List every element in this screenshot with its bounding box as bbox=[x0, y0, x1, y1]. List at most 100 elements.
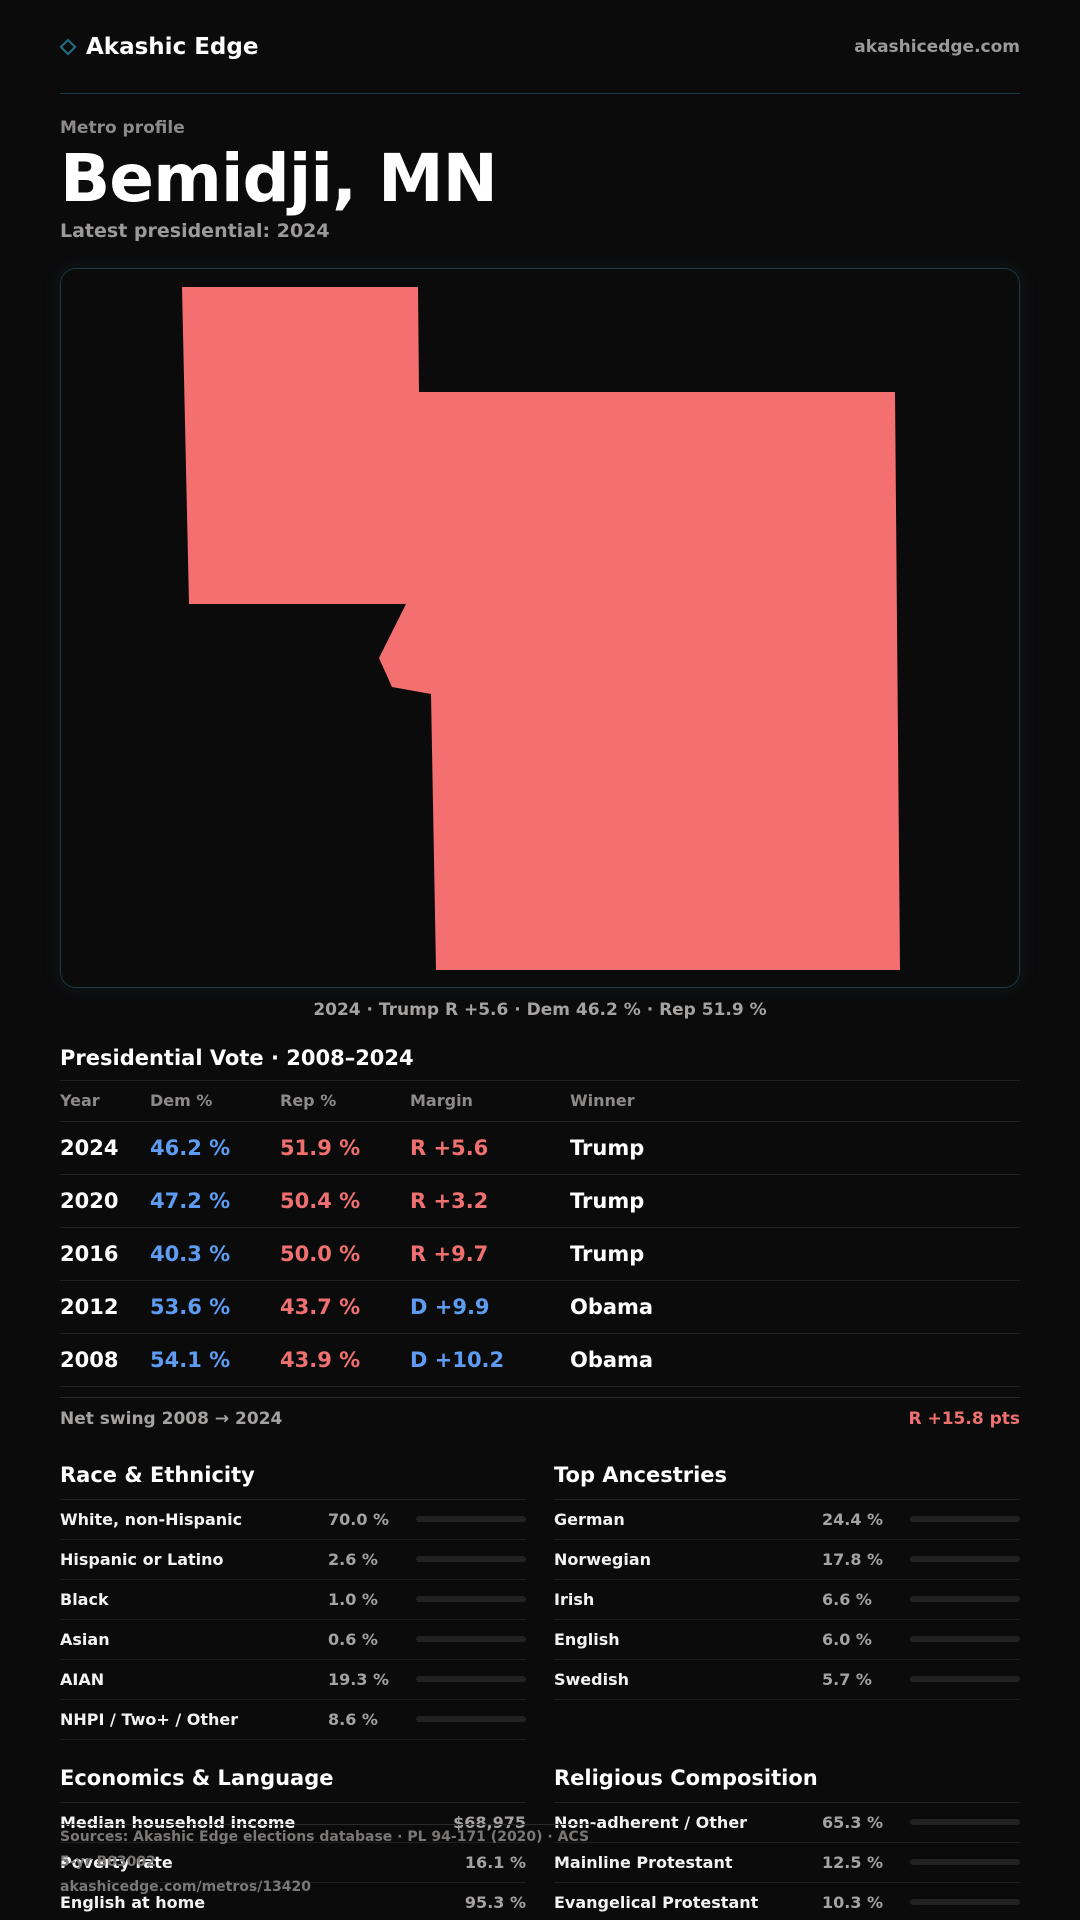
list-item: Swedish 5.7 % bbox=[554, 1660, 1020, 1700]
source-text: Sources: Akashic Edge elections database… bbox=[60, 1824, 594, 1875]
race-label: Hispanic or Latino bbox=[60, 1549, 224, 1569]
col-margin: Margin bbox=[410, 1081, 570, 1122]
list-item: Non-adherent / Other 65.3 % bbox=[554, 1803, 1020, 1843]
margin-cell: R +5.6 bbox=[410, 1121, 570, 1175]
net-swing-value: R +15.8 pts bbox=[908, 1409, 1020, 1429]
list-item: English at home 95.3 % bbox=[60, 1883, 526, 1920]
list-item: German 24.4 % bbox=[554, 1500, 1020, 1540]
religion-title: Religious Composition bbox=[554, 1766, 1020, 1803]
rep-cell: 43.9 % bbox=[280, 1333, 410, 1387]
list-item: Irish 6.6 % bbox=[554, 1580, 1020, 1620]
site-link[interactable]: akashicedge.com bbox=[854, 36, 1020, 57]
religion-label: Non-adherent / Other bbox=[554, 1812, 748, 1832]
race-value: 0.6 % bbox=[328, 1629, 378, 1649]
rep-cell: 50.0 % bbox=[280, 1227, 410, 1281]
share-bar bbox=[910, 1556, 1020, 1562]
margin-cell: D +10.2 bbox=[410, 1333, 570, 1387]
table-row: 2020 47.2 % 50.4 % R +3.2 Trump bbox=[60, 1174, 1020, 1228]
source-url[interactable]: akashicedge.com/metros/13420 bbox=[60, 1879, 312, 1895]
dem-cell: 54.1 % bbox=[150, 1333, 280, 1387]
table-row: 2024 46.2 % 51.9 % R +5.6 Trump bbox=[60, 1121, 1020, 1175]
race-label: NHPI / Two+ / Other bbox=[60, 1709, 239, 1729]
diamond-logo-icon bbox=[59, 38, 77, 55]
race-value: 19.3 % bbox=[328, 1669, 390, 1689]
brand-name: Akashic Edge bbox=[86, 33, 259, 60]
race-label: AIAN bbox=[60, 1669, 105, 1689]
ancestry-label: Swedish bbox=[554, 1669, 630, 1689]
race-label: Asian bbox=[60, 1629, 110, 1649]
page-kicker: Metro profile bbox=[60, 118, 185, 138]
economics-panel: Economics & Language Median household in… bbox=[60, 1766, 526, 1920]
metro-map bbox=[60, 268, 1020, 988]
net-swing-label: Net swing 2008 → 2024 bbox=[60, 1409, 283, 1429]
list-item: Black 1.0 % bbox=[60, 1580, 526, 1620]
list-item: Evangelical Protestant 10.3 % bbox=[554, 1883, 1020, 1920]
list-item: NHPI / Two+ / Other 8.6 % bbox=[60, 1700, 526, 1740]
race-ethnicity-panel: Race & Ethnicity White, non-Hispanic 70.0… bbox=[60, 1463, 526, 1740]
ancestry-title: Top Ancestries bbox=[554, 1463, 1020, 1500]
religion-panel: Religious Composition Non-adherent / Oth… bbox=[554, 1766, 1020, 1920]
col-dem: Dem % bbox=[150, 1081, 280, 1122]
presidential-vote-table: Year Dem % Rep % Margin Winner 2024 46.2… bbox=[60, 1081, 1020, 1387]
list-item: Norwegian 17.8 % bbox=[554, 1540, 1020, 1580]
share-bar bbox=[910, 1516, 1020, 1522]
ancestry-value: 6.0 % bbox=[822, 1629, 872, 1649]
ancestry-panel: Top Ancestries German 24.4 % Norwegian 17.… bbox=[554, 1463, 1020, 1740]
ancestry-label: German bbox=[554, 1509, 625, 1529]
margin-cell: R +9.7 bbox=[410, 1227, 570, 1281]
winner-cell: Trump bbox=[570, 1174, 1020, 1228]
page-subtitle: Latest presidential: 2024 bbox=[60, 220, 330, 242]
share-bar bbox=[416, 1716, 526, 1722]
col-rep: Rep % bbox=[280, 1081, 410, 1122]
list-item: Poverty rate 16.1 % bbox=[60, 1843, 526, 1883]
winner-cell: Trump bbox=[570, 1121, 1020, 1175]
ancestry-label: English bbox=[554, 1629, 620, 1649]
share-bar bbox=[416, 1596, 526, 1602]
economics-label: English at home bbox=[60, 1892, 206, 1912]
share-bar bbox=[910, 1676, 1020, 1682]
economics-value: 16.1 % bbox=[464, 1852, 526, 1872]
margin-cell: D +9.9 bbox=[410, 1280, 570, 1334]
col-year: Year bbox=[60, 1081, 150, 1122]
share-bar bbox=[910, 1596, 1020, 1602]
race-value: 1.0 % bbox=[328, 1589, 378, 1609]
dem-cell: 47.2 % bbox=[150, 1174, 280, 1228]
ancestry-value: 24.4 % bbox=[822, 1509, 884, 1529]
year-cell: 2016 bbox=[60, 1227, 150, 1281]
religion-value: 65.3 % bbox=[822, 1812, 884, 1832]
page-title: Bemidji, MN bbox=[60, 140, 498, 217]
race-value: 2.6 % bbox=[328, 1549, 378, 1569]
rep-cell: 51.9 % bbox=[280, 1121, 410, 1175]
list-item: Mainline Protestant 12.5 % bbox=[554, 1843, 1020, 1883]
metro-boundary-shape bbox=[182, 287, 900, 970]
race-label: White, non-Hispanic bbox=[60, 1509, 243, 1529]
source-footer: Sources: Akashic Edge elections database… bbox=[60, 1824, 594, 1900]
year-cell: 2024 bbox=[60, 1121, 150, 1175]
metro-map-svg bbox=[182, 287, 900, 970]
col-winner: Winner bbox=[570, 1081, 1020, 1122]
year-cell: 2020 bbox=[60, 1174, 150, 1228]
list-item: Median household income $68,975 bbox=[60, 1803, 526, 1843]
share-bar bbox=[910, 1819, 1020, 1825]
site-header: Akashic Edge akashicedge.com bbox=[59, 0, 1020, 94]
table-header-row: Year Dem % Rep % Margin Winner bbox=[60, 1081, 1020, 1122]
race-value: 8.6 % bbox=[328, 1709, 378, 1729]
ancestry-value: 17.8 % bbox=[822, 1549, 884, 1569]
race-label: Black bbox=[60, 1589, 109, 1609]
table-row: 2008 54.1 % 43.9 % D +10.2 Obama bbox=[60, 1333, 1020, 1387]
rep-cell: 43.7 % bbox=[280, 1280, 410, 1334]
map-caption: 2024 · Trump R +5.6 · Dem 46.2 % · Rep 5… bbox=[313, 1000, 767, 1020]
religion-label: Mainline Protestant bbox=[554, 1852, 733, 1872]
table-row: 2016 40.3 % 50.0 % R +9.7 Trump bbox=[60, 1227, 1020, 1281]
race-ethnicity-title: Race & Ethnicity bbox=[60, 1463, 526, 1500]
religion-value: 10.3 % bbox=[822, 1892, 884, 1912]
share-bar bbox=[910, 1859, 1020, 1865]
ancestry-value: 5.7 % bbox=[822, 1669, 872, 1689]
dem-cell: 46.2 % bbox=[150, 1121, 280, 1175]
share-bar bbox=[416, 1676, 526, 1682]
economics-label: Poverty rate bbox=[60, 1852, 173, 1872]
table-row: 2012 53.6 % 43.7 % D +9.9 Obama bbox=[60, 1280, 1020, 1334]
economics-value: 95.3 % bbox=[464, 1892, 526, 1912]
list-item: White, non-Hispanic 70.0 % bbox=[60, 1500, 526, 1540]
brand[interactable]: Akashic Edge bbox=[59, 33, 259, 60]
